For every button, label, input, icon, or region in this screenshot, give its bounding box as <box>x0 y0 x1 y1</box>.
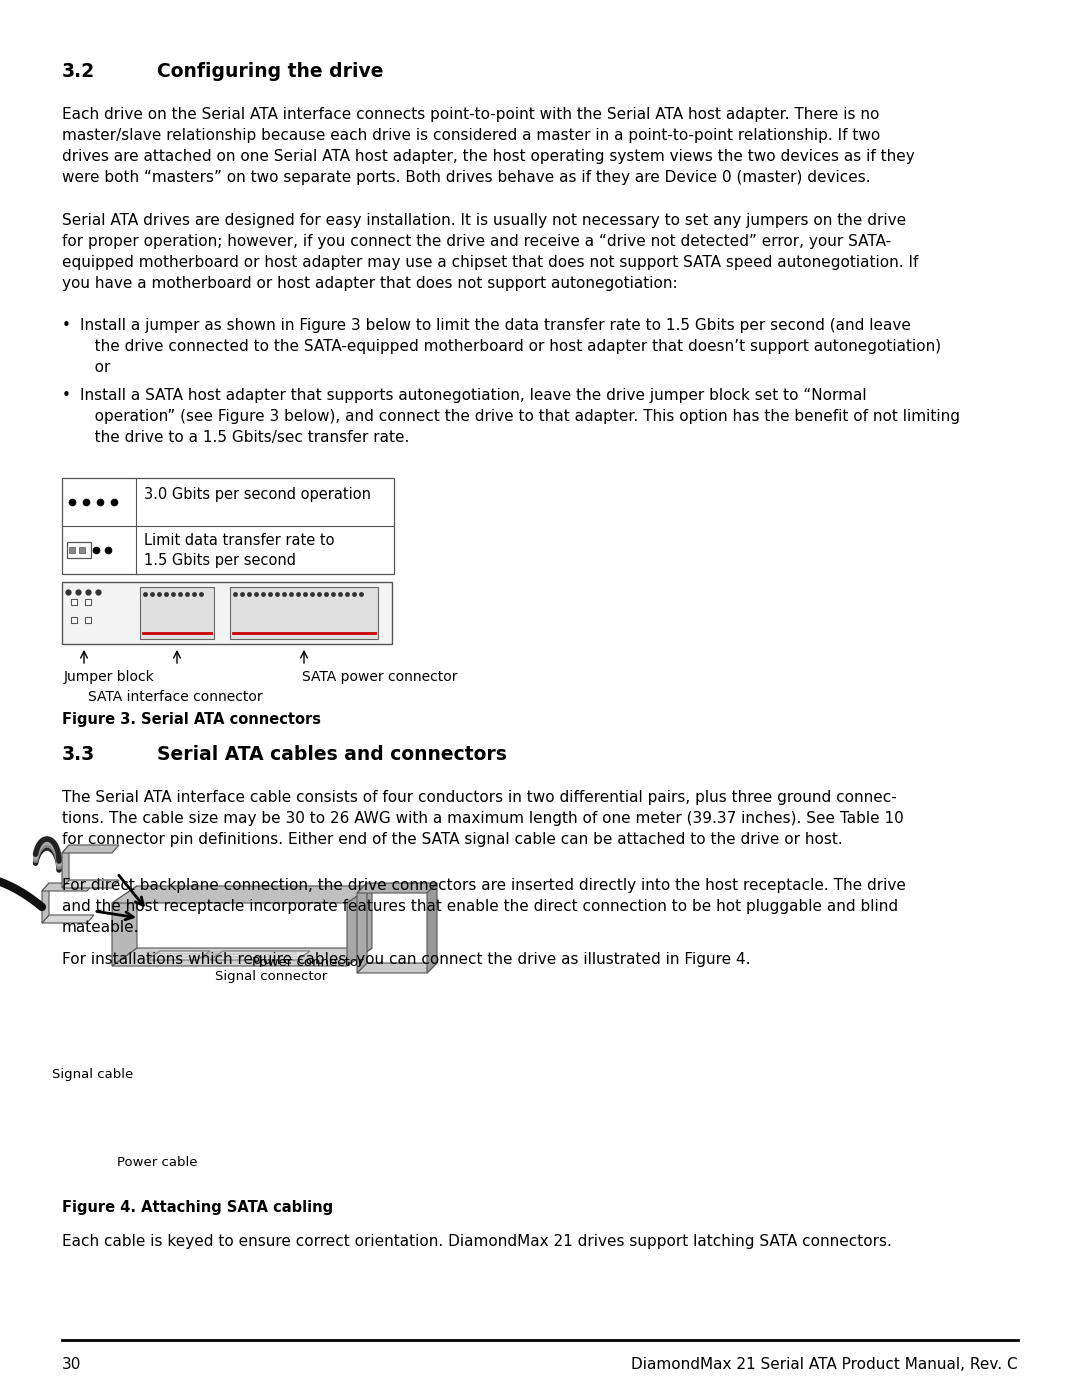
Text: The Serial ATA interface cable consists of four conductors in two differential p: The Serial ATA interface cable consists … <box>62 789 904 847</box>
Polygon shape <box>42 883 94 891</box>
Text: For installations which require cables, you can connect the drive as illustrated: For installations which require cables, … <box>62 951 751 967</box>
Polygon shape <box>357 883 437 893</box>
Text: Signal cable: Signal cable <box>52 1067 133 1081</box>
Text: Power cable: Power cable <box>117 1155 198 1169</box>
Bar <box>230 587 378 638</box>
Polygon shape <box>357 963 437 972</box>
Text: 3.3: 3.3 <box>62 745 95 764</box>
Polygon shape <box>147 951 210 960</box>
Text: SATA interface connector: SATA interface connector <box>87 690 262 704</box>
Polygon shape <box>42 883 49 923</box>
Text: 30: 30 <box>62 1356 81 1372</box>
Polygon shape <box>112 886 372 902</box>
Polygon shape <box>347 886 372 965</box>
Polygon shape <box>427 883 437 972</box>
Bar <box>62 583 392 644</box>
Text: Power connector: Power connector <box>252 956 364 970</box>
Polygon shape <box>62 845 119 854</box>
Text: Serial ATA drives are designed for easy installation. It is usually not necessar: Serial ATA drives are designed for easy … <box>62 212 918 291</box>
Text: Jumper block: Jumper block <box>64 671 154 685</box>
Text: Each drive on the Serial ATA interface connects point-to-point with the Serial A: Each drive on the Serial ATA interface c… <box>62 108 915 184</box>
Bar <box>62 478 394 574</box>
Text: Install a SATA host adapter that supports autonegotiation, leave the drive jumpe: Install a SATA host adapter that support… <box>80 388 960 446</box>
Text: Figure 3. Serial ATA connectors: Figure 3. Serial ATA connectors <box>62 712 321 726</box>
Polygon shape <box>210 951 310 960</box>
Text: Figure 4. Attaching SATA cabling: Figure 4. Attaching SATA cabling <box>62 1200 333 1215</box>
Text: 3.0 Gbits per second operation: 3.0 Gbits per second operation <box>144 486 372 502</box>
Text: 3.2: 3.2 <box>62 61 95 81</box>
Polygon shape <box>62 845 69 888</box>
Polygon shape <box>357 883 367 972</box>
Text: •: • <box>62 388 71 402</box>
Bar <box>140 587 214 638</box>
Text: For direct backplane connection, the drive connectors are inserted directly into: For direct backplane connection, the dri… <box>62 877 906 935</box>
Text: SATA power connector: SATA power connector <box>302 671 458 685</box>
Polygon shape <box>112 949 372 965</box>
Text: DiamondMax 21 Serial ATA Product Manual, Rev. C: DiamondMax 21 Serial ATA Product Manual,… <box>632 1356 1018 1372</box>
Polygon shape <box>42 915 94 923</box>
Polygon shape <box>62 880 119 888</box>
Text: Serial ATA cables and connectors: Serial ATA cables and connectors <box>157 745 507 764</box>
Polygon shape <box>112 886 137 965</box>
Bar <box>67 542 91 557</box>
Text: Install a jumper as shown in Figure 3 below to limit the data transfer rate to 1: Install a jumper as shown in Figure 3 be… <box>80 319 941 374</box>
Text: Configuring the drive: Configuring the drive <box>157 61 383 81</box>
Text: Each cable is keyed to ensure correct orientation. DiamondMax 21 drives support : Each cable is keyed to ensure correct or… <box>62 1234 892 1249</box>
Text: Signal connector: Signal connector <box>215 970 327 983</box>
Text: •: • <box>62 319 71 332</box>
Text: Limit data transfer rate to
1.5 Gbits per second: Limit data transfer rate to 1.5 Gbits pe… <box>144 534 335 569</box>
